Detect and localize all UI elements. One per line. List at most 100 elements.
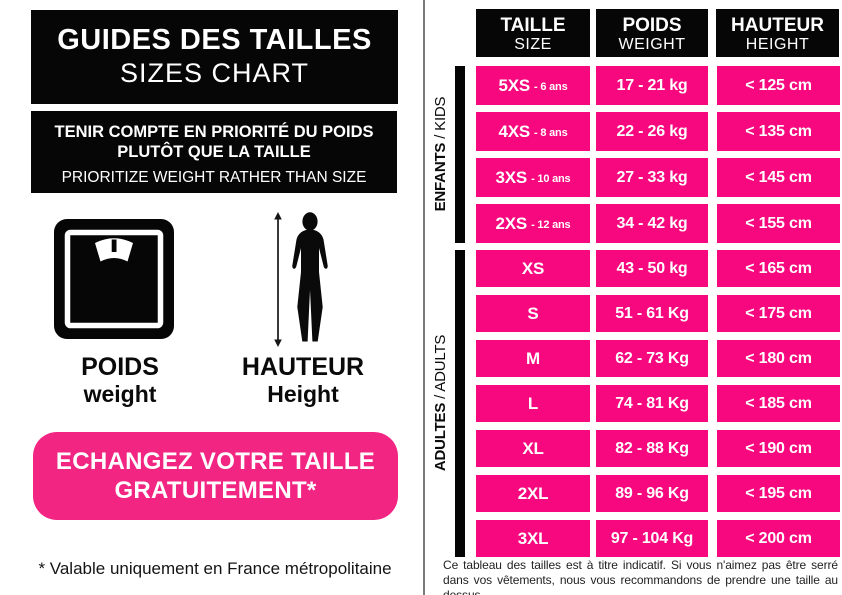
size-value: XL	[522, 438, 544, 458]
height-value: < 195 cm	[745, 484, 812, 502]
height-cell: < 180 cm	[717, 340, 840, 377]
height-value: < 125 cm	[745, 76, 812, 94]
weight-cell: 17 - 21 kg	[596, 66, 708, 105]
height-label-en: Height	[267, 381, 339, 407]
adults-group-label: ADULTES / ADULTS	[432, 303, 450, 503]
weight-value: 27 - 33 kg	[616, 168, 688, 186]
age-value: - 8 ans	[534, 127, 568, 139]
table-row: 3XS - 10 ans 27 - 33 kg < 145 cm	[476, 158, 840, 197]
column-header-size: TAILLE SIZE	[476, 9, 590, 57]
size-cell: 2XS - 12 ans	[476, 204, 590, 243]
table-row: L 74 - 81 Kg < 185 cm	[476, 385, 840, 422]
kids-size-rows: 5XS - 6 ans 17 - 21 kg < 125 cm 4XS - 8 ans 22…	[476, 66, 840, 250]
column-header-height-fr: HAUTEUR	[731, 15, 824, 36]
size-value: 2XL	[517, 483, 549, 503]
size-value: 3XL	[517, 528, 549, 548]
footnote: * Valable uniquement en France métropoli…	[38, 559, 392, 578]
weight-label-fr: POIDS	[81, 353, 159, 381]
cta-line2: GRATUITEMENT*	[114, 477, 317, 504]
size-cell: M	[476, 340, 590, 377]
height-value: < 190 cm	[745, 439, 812, 457]
table-row: 2XL 89 - 96 Kg < 195 cm	[476, 475, 840, 512]
size-value: L	[527, 393, 539, 413]
height-cell: < 155 cm	[717, 204, 840, 243]
height-cell: < 125 cm	[717, 66, 840, 105]
weight-label: POIDS weight	[40, 353, 200, 408]
weight-cell: 74 - 81 Kg	[596, 385, 708, 422]
adults-size-rows: XS 43 - 50 kg < 165 cm S 51 - 61 Kg < 175 cm M…	[476, 250, 840, 565]
weight-value: 17 - 21 kg	[616, 76, 688, 94]
kids-group-label-en: / KIDS	[432, 96, 449, 139]
height-label-fr: HAUTEUR	[241, 353, 365, 381]
table-row: S 51 - 61 Kg < 175 cm	[476, 295, 840, 332]
weight-value: 43 - 50 kg	[616, 259, 688, 277]
free-size-exchange-banner: ECHANGEZ VOTRE TAILLE GRATUITEMENT*	[33, 432, 398, 520]
column-header-size-en: SIZE	[514, 36, 552, 53]
size-value: 5XS	[498, 75, 531, 95]
size-cell: 4XS - 8 ans	[476, 112, 590, 151]
size-cell: S	[476, 295, 590, 332]
size-cell: 5XS - 6 ans	[476, 66, 590, 105]
height-value: < 155 cm	[745, 214, 812, 232]
age-value: - 10 ans	[531, 173, 571, 185]
weight-cell: 27 - 33 kg	[596, 158, 708, 197]
height-value: < 145 cm	[745, 168, 812, 186]
bathroom-scale-icon	[54, 219, 174, 339]
size-value: 4XS	[498, 121, 531, 141]
double-arrow-vertical-icon	[274, 212, 282, 347]
weight-value: 62 - 73 Kg	[615, 349, 689, 367]
priority-note-en: PRIORITIZE WEIGHT RATHER THAN SIZE	[61, 169, 367, 186]
adults-group-label-en: / ADULTS	[432, 334, 449, 399]
cta-line1: ECHANGEZ VOTRE TAILLE	[55, 448, 376, 475]
weight-value: 82 - 88 Kg	[615, 439, 689, 457]
table-disclaimer: Ce tableau des tailles est à titre indic…	[443, 558, 838, 595]
man-silhouette	[292, 212, 328, 342]
kids-group-bar	[455, 66, 465, 243]
size-value: 3XS	[495, 167, 528, 187]
weight-cell: 51 - 61 Kg	[596, 295, 708, 332]
age-value: - 6 ans	[534, 81, 568, 93]
size-value: M	[526, 348, 540, 368]
height-cell: < 145 cm	[717, 158, 840, 197]
weight-value: 22 - 26 kg	[616, 122, 688, 140]
height-value: < 185 cm	[745, 394, 812, 412]
size-value: XS	[521, 258, 545, 278]
height-cell: < 165 cm	[717, 250, 840, 287]
weight-cell: 97 - 104 Kg	[596, 520, 708, 557]
page-title: GUIDES DES TAILLES	[57, 24, 372, 56]
column-header-weight: POIDS WEIGHT	[596, 9, 708, 57]
priority-note-fr-line2: PLUTÔT QUE LA TAILLE	[117, 143, 311, 161]
height-value: < 200 cm	[745, 529, 812, 547]
title-banner: GUIDES DES TAILLES SIZES CHART	[31, 10, 398, 104]
height-cell: < 200 cm	[717, 520, 840, 557]
table-row: XS 43 - 50 kg < 165 cm	[476, 250, 840, 287]
weight-cell: 34 - 42 kg	[596, 204, 708, 243]
priority-note-fr-line1: TENIR COMPTE EN PRIORITÉ DU POIDS	[54, 123, 374, 141]
table-row: 2XS - 12 ans 34 - 42 kg < 155 cm	[476, 204, 840, 243]
height-value: < 175 cm	[745, 304, 812, 322]
weight-value: 51 - 61 Kg	[615, 304, 689, 322]
height-cell: < 190 cm	[717, 430, 840, 467]
height-cell: < 195 cm	[717, 475, 840, 512]
weight-cell: 62 - 73 Kg	[596, 340, 708, 377]
height-value: < 135 cm	[745, 122, 812, 140]
size-value: S	[527, 303, 539, 323]
weight-cell: 22 - 26 kg	[596, 112, 708, 151]
kids-group-label-fr: ENFANTS	[432, 142, 449, 212]
table-row: M 62 - 73 Kg < 180 cm	[476, 340, 840, 377]
weight-value: 89 - 96 Kg	[615, 484, 689, 502]
size-cell: XS	[476, 250, 590, 287]
human-height-measure-icon	[274, 212, 328, 347]
table-row: 3XL 97 - 104 Kg < 200 cm	[476, 520, 840, 557]
table-row: 5XS - 6 ans 17 - 21 kg < 125 cm	[476, 66, 840, 105]
weight-value: 34 - 42 kg	[616, 214, 688, 232]
weight-cell: 82 - 88 Kg	[596, 430, 708, 467]
weight-label-en: weight	[83, 381, 157, 407]
column-header-weight-en: WEIGHT	[618, 36, 686, 53]
height-value: < 180 cm	[745, 349, 812, 367]
adults-group-label-fr: ADULTES	[432, 402, 449, 472]
height-label: HAUTEUR Height	[223, 353, 383, 408]
column-header-height: HAUTEUR HEIGHT	[716, 9, 839, 57]
weight-value: 74 - 81 Kg	[615, 394, 689, 412]
